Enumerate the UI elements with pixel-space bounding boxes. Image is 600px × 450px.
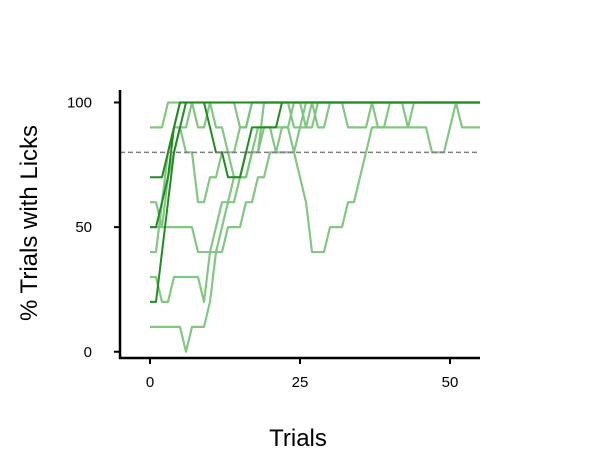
x-tick-label: 50 — [442, 374, 459, 391]
y-axis-label: % Trials with Licks — [16, 125, 43, 321]
series-line-4 — [150, 101, 480, 254]
y-tick-label: 100 — [67, 94, 92, 111]
y-ticks: 0 50 100 — [67, 94, 120, 361]
y-tick-label: 0 — [84, 344, 92, 361]
x-ticks: 0 25 50 — [146, 358, 459, 391]
y-tick-label: 50 — [75, 219, 92, 236]
x-axis-label: Trials — [269, 425, 327, 450]
series-line-1 — [150, 101, 480, 353]
x-tick-label: 25 — [292, 374, 309, 391]
series-line-2 — [150, 101, 480, 154]
x-tick-label: 0 — [146, 374, 154, 391]
series-line-9 — [150, 101, 480, 229]
plot-lines — [150, 101, 480, 353]
series-line-5 — [150, 101, 480, 229]
series-line-6 — [150, 101, 480, 254]
